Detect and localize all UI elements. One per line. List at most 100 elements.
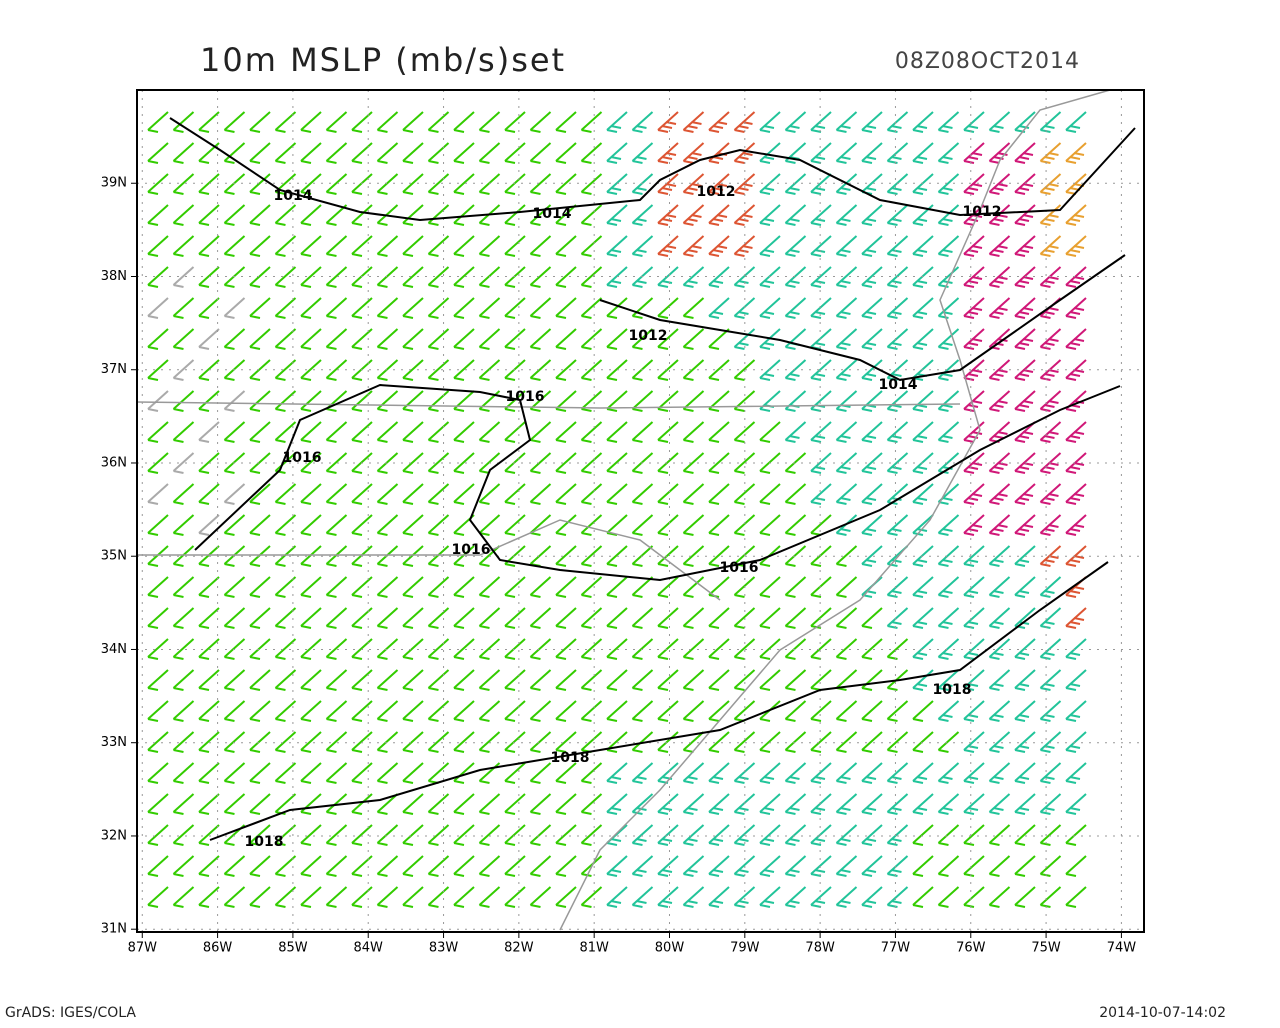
- wind-barb: [988, 762, 1011, 784]
- wind-barb: [300, 731, 322, 753]
- wind-barb: [325, 452, 348, 474]
- wind-barb: [835, 111, 858, 133]
- wind-barb: [453, 297, 475, 319]
- wind-barb: [504, 638, 526, 660]
- wind-barb: [963, 576, 985, 598]
- wind-barb: [504, 483, 526, 505]
- wind-barb: [402, 576, 424, 598]
- wind-barb: [988, 824, 1011, 846]
- wind-barb: [963, 669, 985, 691]
- wind-barb: [555, 669, 577, 691]
- wind-barb: [631, 576, 654, 598]
- wind-barb: [1039, 390, 1062, 412]
- wind-barb: [249, 824, 271, 846]
- wind-barb: [682, 483, 705, 505]
- wind-barb: [912, 173, 934, 195]
- wind-barb: [759, 421, 781, 443]
- wind-barb: [198, 111, 220, 133]
- wind-barb: [708, 855, 730, 877]
- wind-barb: [223, 297, 246, 319]
- wind-barb: [529, 886, 552, 908]
- wind-barb: [172, 545, 195, 567]
- wind-barb: [835, 793, 858, 815]
- wind-barb: [147, 607, 169, 629]
- wind-barb: [376, 762, 399, 784]
- wind-barb: [912, 142, 934, 164]
- wind-barb: [325, 328, 348, 350]
- wind-barb: [912, 576, 934, 598]
- wind-barb: [657, 359, 679, 381]
- wind-barb: [912, 762, 934, 784]
- wind-barb: [1065, 545, 1087, 567]
- wind-barb: [376, 576, 399, 598]
- wind-barb: [147, 452, 169, 474]
- wind-barb: [478, 452, 501, 474]
- wind-barb: [810, 111, 832, 133]
- wind-barb: [555, 359, 577, 381]
- wind-barb: [886, 328, 909, 350]
- wind-barb: [733, 235, 756, 257]
- wind-barb: [1014, 390, 1036, 412]
- wind-barb: [835, 297, 858, 319]
- wind-barb: [402, 607, 424, 629]
- wind-barb: [555, 731, 577, 753]
- wind-barb: [351, 111, 373, 133]
- wind-barb: [963, 173, 985, 195]
- contour-label: 1016: [452, 542, 491, 558]
- wind-barb: [555, 638, 577, 660]
- wind-barb: [198, 824, 220, 846]
- wind-barb: [886, 111, 909, 133]
- wind-barb: [351, 793, 373, 815]
- wind-barb: [937, 173, 960, 195]
- wind-barb: [606, 390, 628, 412]
- y-tick-label: 36N: [101, 455, 127, 470]
- wind-barb: [886, 886, 909, 908]
- wind-barb: [1039, 421, 1062, 443]
- wind-barb: [402, 483, 424, 505]
- wind-barb: [657, 607, 679, 629]
- wind-barb: [963, 421, 985, 443]
- wind-barb: [861, 545, 883, 567]
- wind-barb: [759, 359, 781, 381]
- wind-barb: [555, 390, 577, 412]
- wind-barb: [555, 607, 577, 629]
- wind-barb: [147, 266, 169, 288]
- wind-barb: [198, 204, 220, 226]
- wind-barb: [249, 328, 271, 350]
- wind-barb: [555, 204, 577, 226]
- wind-barb: [657, 700, 679, 722]
- wind-barb: [453, 452, 475, 474]
- wind-barb: [478, 607, 501, 629]
- wind-barb: [198, 638, 220, 660]
- x-tick-label: 86W: [203, 941, 233, 956]
- wind-barb: [606, 731, 628, 753]
- wind-barb: [172, 483, 195, 505]
- y-tick-label: 38N: [101, 269, 127, 284]
- wind-barb: [478, 173, 501, 195]
- wind-barb: [453, 390, 475, 412]
- wind-barb: [427, 886, 450, 908]
- wind-barb: [555, 421, 577, 443]
- wind-barb: [223, 700, 246, 722]
- wind-barb: [402, 390, 424, 412]
- wind-barb: [657, 421, 679, 443]
- wind-barb: [249, 669, 271, 691]
- wind-barb: [249, 235, 271, 257]
- wind-barb: [223, 669, 246, 691]
- wind-barb: [402, 328, 424, 350]
- wind-barb: [249, 762, 271, 784]
- wind-barb: [427, 142, 450, 164]
- wind-barb: [682, 297, 705, 319]
- wind-barb: [1014, 793, 1036, 815]
- wind-barb: [351, 700, 373, 722]
- x-tick-label: 78W: [805, 941, 835, 956]
- wind-barb: [478, 421, 501, 443]
- wind-barb: [427, 111, 450, 133]
- wind-barb: [147, 111, 169, 133]
- wind-barb: [325, 359, 348, 381]
- wind-barb: [1014, 266, 1036, 288]
- wind-barb: [937, 204, 960, 226]
- wind-barb: [223, 142, 246, 164]
- wind-barb: [172, 204, 195, 226]
- wind-barb: [172, 514, 195, 536]
